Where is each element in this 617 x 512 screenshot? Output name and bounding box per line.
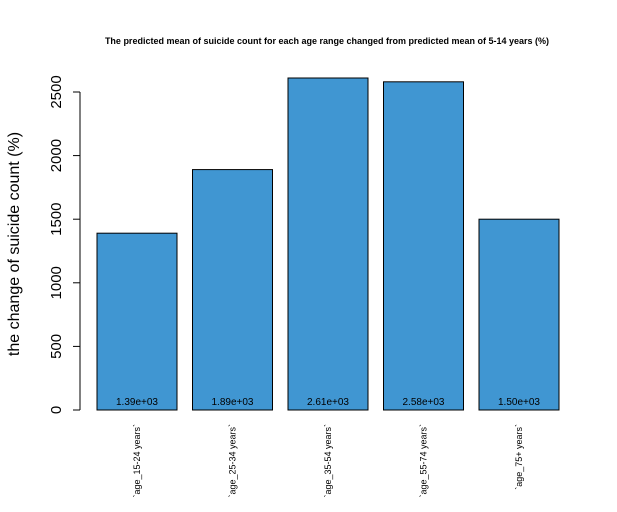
bar (478, 218, 560, 411)
bar (287, 77, 369, 411)
category-labels: `age_15-24 years` `age_25-34 years` `age_3… (132, 424, 524, 498)
data-label: 1.50e+03 (498, 397, 540, 408)
y-tick-label: 500 (48, 334, 65, 359)
y-axis: 0 500 1000 1500 2000 2500 (48, 75, 81, 414)
y-tick-label: 0 (48, 406, 65, 414)
data-label: 1.39e+03 (116, 397, 158, 408)
category-label: `age_55-74 years` (419, 424, 429, 498)
bar (383, 81, 464, 411)
data-label: 2.58e+03 (403, 397, 445, 408)
bars (96, 77, 560, 411)
data-labels: 1.39e+03 1.89e+03 2.61e+03 2.58e+03 1.50e+03 (116, 397, 540, 408)
chart-title: The predicted mean of suicide count for … (105, 36, 549, 46)
y-tick-label: 2000 (48, 139, 65, 172)
bar (96, 232, 178, 411)
y-tick-label: 1500 (48, 203, 65, 236)
category-label: `age_25-34 years` (228, 424, 238, 498)
category-label: `age_35-54 years` (323, 424, 333, 498)
category-label: `age_15-24 years` (132, 424, 142, 498)
data-label: 2.61e+03 (307, 397, 349, 408)
bar (192, 169, 273, 411)
y-axis-label: the change of suicide count (%) (6, 132, 23, 356)
data-label: 1.89e+03 (212, 397, 254, 408)
y-tick-label: 1000 (48, 266, 65, 299)
y-tick-label: 2500 (48, 75, 65, 108)
category-label: `age_75+ years` (514, 424, 524, 490)
